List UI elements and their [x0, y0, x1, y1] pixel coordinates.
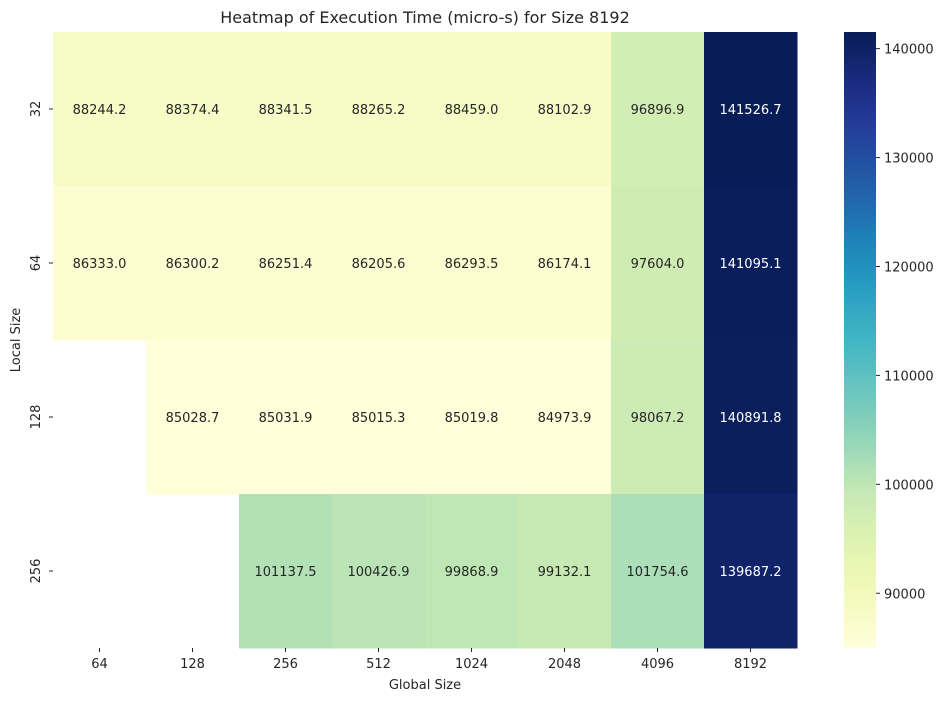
x-tick-label: 4096	[641, 657, 674, 672]
y-axis: 32 64 128 256	[29, 101, 53, 584]
cell-value-label: 100426.9	[347, 565, 409, 580]
heatmap-cell	[146, 186, 240, 341]
cell-value-label: 139687.2	[719, 565, 781, 580]
x-tick-label: 256	[273, 657, 298, 672]
heatmap-cell	[611, 186, 705, 341]
cell-value-label: 101754.6	[626, 565, 688, 580]
cell-value-label: 96896.9	[631, 103, 685, 118]
y-tick-label: 64	[29, 255, 44, 272]
heatmap-cells	[53, 32, 798, 649]
heatmap-cell	[332, 494, 426, 649]
x-tick-label: 128	[180, 657, 205, 672]
heatmap-cell	[518, 32, 612, 187]
heatmap-cell	[332, 186, 426, 341]
heatmap-cell	[518, 340, 612, 495]
colorbar-tick-label: 100000	[884, 478, 934, 493]
x-axis-label: Global Size	[389, 678, 461, 693]
cell-value-label: 86251.4	[259, 257, 313, 272]
colorbar-tick-label: 130000	[884, 152, 934, 167]
cell-value-label: 99868.9	[445, 565, 499, 580]
colorbar-gradient	[844, 32, 876, 648]
colorbar-tick-label: 90000	[884, 587, 925, 602]
cell-value-label: 88374.4	[166, 103, 220, 118]
cell-value-label: 141526.7	[719, 103, 781, 118]
x-tick-label: 512	[366, 657, 391, 672]
colorbar: 90000 100000 110000 120000 130000 140000	[844, 32, 934, 648]
y-tick-label: 128	[29, 405, 44, 430]
heatmap-cell	[518, 494, 612, 649]
heatmap-cell	[611, 494, 705, 649]
cell-value-label: 88265.2	[352, 103, 406, 118]
cell-value-label: 86333.0	[73, 257, 127, 272]
y-tick-label: 32	[29, 101, 44, 118]
heatmap-cell	[704, 186, 798, 341]
cell-value-label: 85019.8	[445, 411, 499, 426]
y-tick-label: 256	[29, 559, 44, 584]
heatmap-cell	[239, 186, 333, 341]
y-axis-label: Local Size	[9, 308, 24, 373]
heatmap-cell	[518, 186, 612, 341]
cell-value-label: 88244.2	[73, 103, 127, 118]
heatmap-cell	[53, 32, 147, 187]
heatmap-cell	[704, 340, 798, 495]
x-axis: 64 128 256 512 1024 2048 4096 8192	[91, 648, 767, 672]
heatmap-cell	[239, 32, 333, 187]
heatmap-cell	[239, 340, 333, 495]
heatmap-cell	[704, 494, 798, 649]
colorbar-tick-label: 110000	[884, 369, 934, 384]
heatmap-cell	[425, 494, 519, 649]
colorbar-tick-label: 120000	[884, 260, 934, 275]
heatmap-cell-labels: 88244.2 88374.4 88341.5 88265.2 88459.0 88102…	[73, 103, 782, 580]
cell-value-label: 85028.7	[166, 411, 220, 426]
cell-value-label: 98067.2	[631, 411, 685, 426]
cell-value-label: 85031.9	[259, 411, 313, 426]
cell-value-label: 88459.0	[445, 103, 499, 118]
heatmap-cell	[425, 186, 519, 341]
heatmap-cell	[425, 32, 519, 187]
x-tick-label: 1024	[455, 657, 488, 672]
cell-value-label: 86205.6	[352, 257, 406, 272]
cell-value-label: 88102.9	[538, 103, 592, 118]
cell-value-label: 86174.1	[538, 257, 592, 272]
cell-value-label: 85015.3	[352, 411, 406, 426]
x-tick-label: 8192	[734, 657, 767, 672]
cell-value-label: 101137.5	[254, 565, 316, 580]
heatmap-cell	[332, 32, 426, 187]
cell-value-label: 97604.0	[631, 257, 685, 272]
heatmap-cell	[704, 32, 798, 187]
heatmap-cell	[53, 186, 147, 341]
x-tick-label: 2048	[548, 657, 581, 672]
heatmap-cell	[239, 494, 333, 649]
x-tick-label: 64	[91, 657, 108, 672]
heatmap-cell	[425, 340, 519, 495]
heatmap-cell	[611, 340, 705, 495]
heatmap-cell	[332, 340, 426, 495]
cell-value-label: 88341.5	[259, 103, 313, 118]
cell-value-label: 141095.1	[719, 257, 781, 272]
cell-value-label: 86293.5	[445, 257, 499, 272]
cell-value-label: 86300.2	[166, 257, 220, 272]
cell-value-label: 140891.8	[719, 411, 781, 426]
colorbar-tick-label: 140000	[884, 43, 934, 58]
cell-value-label: 99132.1	[538, 565, 592, 580]
cell-value-label: 84973.9	[538, 411, 592, 426]
heatmap-cell	[146, 340, 240, 495]
heatmap-cell	[611, 32, 705, 187]
chart-title: Heatmap of Execution Time (micro-s) for …	[220, 8, 630, 27]
heatmap-cell	[146, 32, 240, 187]
